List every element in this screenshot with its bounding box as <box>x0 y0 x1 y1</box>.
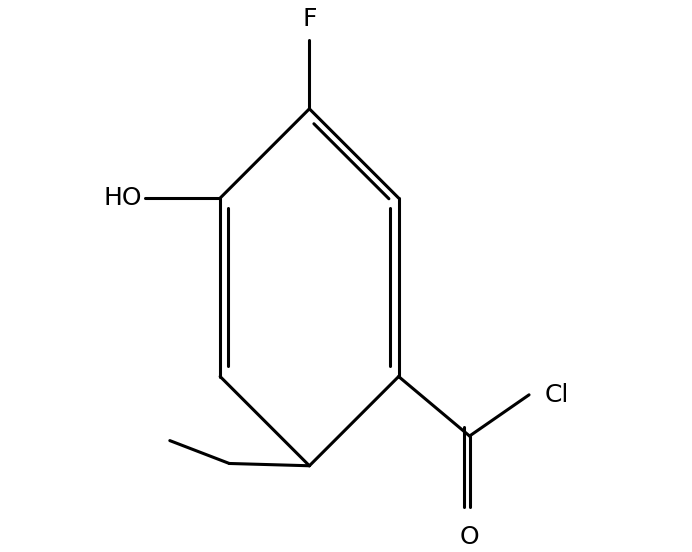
Text: F: F <box>302 7 317 31</box>
Text: Cl: Cl <box>545 383 570 407</box>
Text: HO: HO <box>104 186 143 210</box>
Text: O: O <box>459 526 480 549</box>
